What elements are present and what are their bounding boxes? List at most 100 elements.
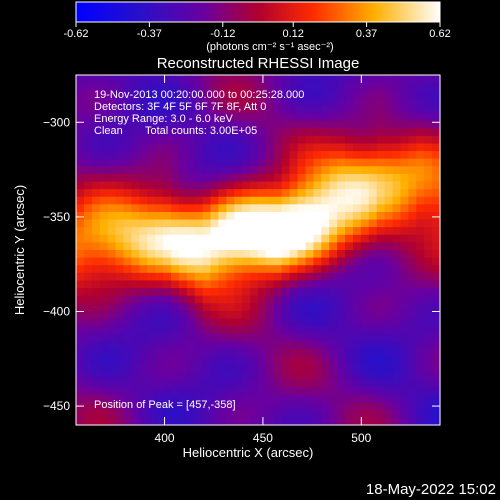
- heatmap-cell: [408, 166, 417, 175]
- heatmap-cell: [76, 386, 85, 396]
- heatmap-cell: [115, 295, 125, 304]
- heatmap-cell: [210, 234, 220, 243]
- heatmap-cell: [289, 113, 299, 122]
- heatmap-cell: [83, 90, 93, 99]
- heatmap-cell: [226, 265, 235, 274]
- heatmap-cell: [376, 341, 386, 350]
- heatmap-cell: [147, 318, 156, 327]
- heatmap-cell: [155, 250, 164, 259]
- heatmap-cell: [408, 97, 417, 107]
- heatmap-cell: [416, 120, 425, 129]
- heatmap-cell: [329, 326, 338, 335]
- heatmap-cell: [186, 135, 196, 145]
- heatmap-cell: [258, 250, 267, 259]
- heatmap-cell: [305, 348, 314, 358]
- heatmap-cell: [83, 135, 93, 145]
- heatmap-cell: [384, 280, 394, 289]
- heatmap-cell: [131, 250, 140, 259]
- heatmap-cell: [139, 386, 148, 396]
- heatmap-cell: [360, 120, 370, 129]
- heatmap-cell: [170, 257, 180, 266]
- heatmap-cell: [424, 303, 433, 312]
- heatmap-cell: [408, 82, 417, 91]
- heatmap-cell: [115, 326, 125, 335]
- heatmap-cell: [424, 295, 433, 304]
- heatmap-cell: [416, 295, 425, 304]
- heatmap-cell: [281, 158, 291, 167]
- heatmap-cell: [408, 371, 417, 380]
- heatmap-cell: [345, 135, 354, 145]
- heatmap-cell: [139, 196, 148, 205]
- heatmap-cell: [368, 364, 378, 373]
- heatmap-cell: [313, 371, 322, 380]
- heatmap-cell: [424, 356, 433, 365]
- heatmap-cell: [147, 272, 156, 282]
- heatmap-cell: [392, 348, 402, 358]
- heatmap-cell: [305, 356, 314, 365]
- heatmap-cell: [305, 394, 314, 403]
- heatmap-cell: [337, 151, 346, 160]
- heatmap-cell: [226, 272, 235, 282]
- heatmap-cell: [218, 75, 227, 84]
- heatmap-cell: [147, 265, 156, 274]
- heatmap-cell: [376, 318, 386, 327]
- heatmap-cell: [297, 265, 307, 274]
- heatmap-cell: [115, 105, 125, 114]
- heatmap-cell: [360, 394, 370, 403]
- heatmap-cell: [400, 417, 409, 426]
- heatmap-cell: [76, 379, 85, 388]
- heatmap-cell: [432, 120, 441, 129]
- heatmap-cell: [360, 295, 370, 304]
- heatmap-cell: [368, 204, 378, 213]
- heatmap-cell: [170, 356, 180, 365]
- heatmap-cell: [408, 211, 417, 221]
- heatmap-cell: [131, 386, 140, 396]
- heatmap-cell: [76, 265, 85, 274]
- heatmap-cell: [186, 333, 196, 342]
- heatmap-cell: [384, 341, 394, 350]
- heatmap-cell: [234, 272, 243, 282]
- heatmap-cell: [313, 341, 322, 350]
- heatmap-cell: [147, 227, 156, 236]
- heatmap-cell: [178, 219, 188, 228]
- heatmap-cell: [115, 280, 125, 289]
- heatmap-cell: [400, 181, 409, 190]
- heatmap-cell: [400, 265, 409, 274]
- heatmap-cell: [123, 295, 132, 304]
- heatmap-cell: [273, 113, 283, 122]
- heatmap-cell: [408, 417, 417, 426]
- heatmap-cell: [123, 333, 132, 342]
- heatmap-cell: [258, 135, 267, 145]
- heatmap-cell: [258, 75, 267, 84]
- heatmap-cell: [368, 371, 378, 380]
- heatmap-cell: [194, 371, 204, 380]
- heatmap-cell: [258, 211, 267, 221]
- heatmap-cell: [352, 173, 362, 183]
- heatmap-cell: [321, 379, 330, 388]
- heatmap-cell: [432, 364, 441, 373]
- heatmap-cell: [139, 189, 148, 198]
- heatmap-cell: [139, 90, 148, 99]
- heatmap-cell: [178, 318, 188, 327]
- heatmap-cell: [99, 394, 109, 403]
- heatmap-cell: [329, 128, 338, 137]
- heatmap-cell: [170, 409, 180, 418]
- heatmap-cell: [234, 318, 243, 327]
- clean-text: Clean: [94, 125, 123, 137]
- heatmap-cell: [416, 242, 425, 251]
- heatmap-cell: [250, 250, 259, 259]
- heatmap-cell: [368, 417, 378, 426]
- heatmap-cell: [155, 90, 164, 99]
- heatmap-cell: [250, 166, 259, 175]
- heatmap-cell: [313, 409, 322, 418]
- heatmap-cell: [234, 288, 243, 297]
- heatmap-cell: [139, 234, 148, 243]
- heatmap-cell: [392, 82, 402, 91]
- heatmap-cell: [163, 394, 172, 403]
- heatmap-cell: [155, 75, 164, 84]
- x-tick-label: 450: [253, 431, 273, 445]
- heatmap-cell: [313, 333, 322, 342]
- heatmap-cell: [163, 105, 172, 114]
- heatmap-cell: [155, 211, 164, 221]
- heatmap-cell: [376, 250, 386, 259]
